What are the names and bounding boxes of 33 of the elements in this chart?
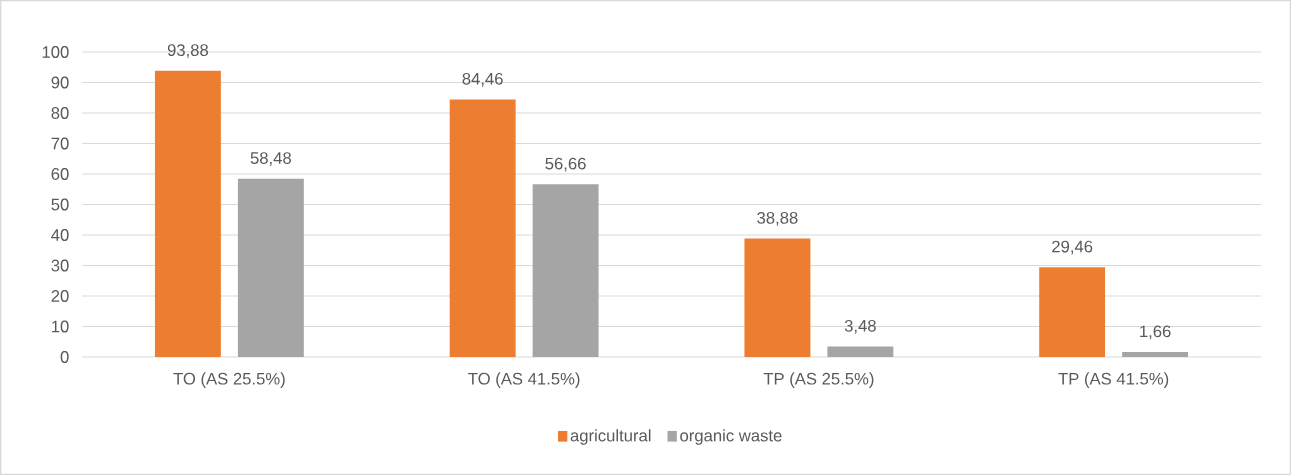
data-label: 29,46 [1052,240,1093,255]
x-tick-label: TO (AS 25.5%) [173,372,285,388]
y-tick-label: 20 [51,290,69,302]
data-label: 84,46 [462,72,503,87]
data-label: 56,66 [545,157,586,172]
x-tick-label: TP (AS 41.5%) [1058,372,1169,388]
bar [154,70,221,357]
data-label: 93,88 [167,44,209,58]
bar [532,184,599,357]
data-label: 58,48 [250,152,291,166]
data-label: 1,66 [1140,325,1171,340]
y-tick-label: 80 [51,107,69,119]
y-tick-label: 0 [60,351,69,363]
legend-label: agricultural [570,429,651,445]
x-tick-label: TO (AS 41.5%) [468,372,580,388]
bar [1122,351,1189,357]
y-tick-label: 30 [51,259,69,272]
data-label: 38,88 [757,211,798,226]
y-tick-label: 90 [51,76,69,89]
legend-label: organic waste [680,429,782,445]
bar [237,178,304,357]
y-tick-label: 70 [51,137,69,150]
y-tick-label: 60 [51,168,69,180]
y-tick-label: 100 [42,46,69,58]
bar [744,238,811,357]
bar [449,99,516,357]
bar [1039,267,1106,357]
data-label: 3,48 [844,319,876,334]
x-tick-label: TP (AS 25.5%) [763,372,874,388]
y-tick-label: 40 [51,229,69,241]
y-tick-label: 10 [52,320,69,333]
y-tick-label: 50 [51,198,69,211]
bar [827,346,894,357]
